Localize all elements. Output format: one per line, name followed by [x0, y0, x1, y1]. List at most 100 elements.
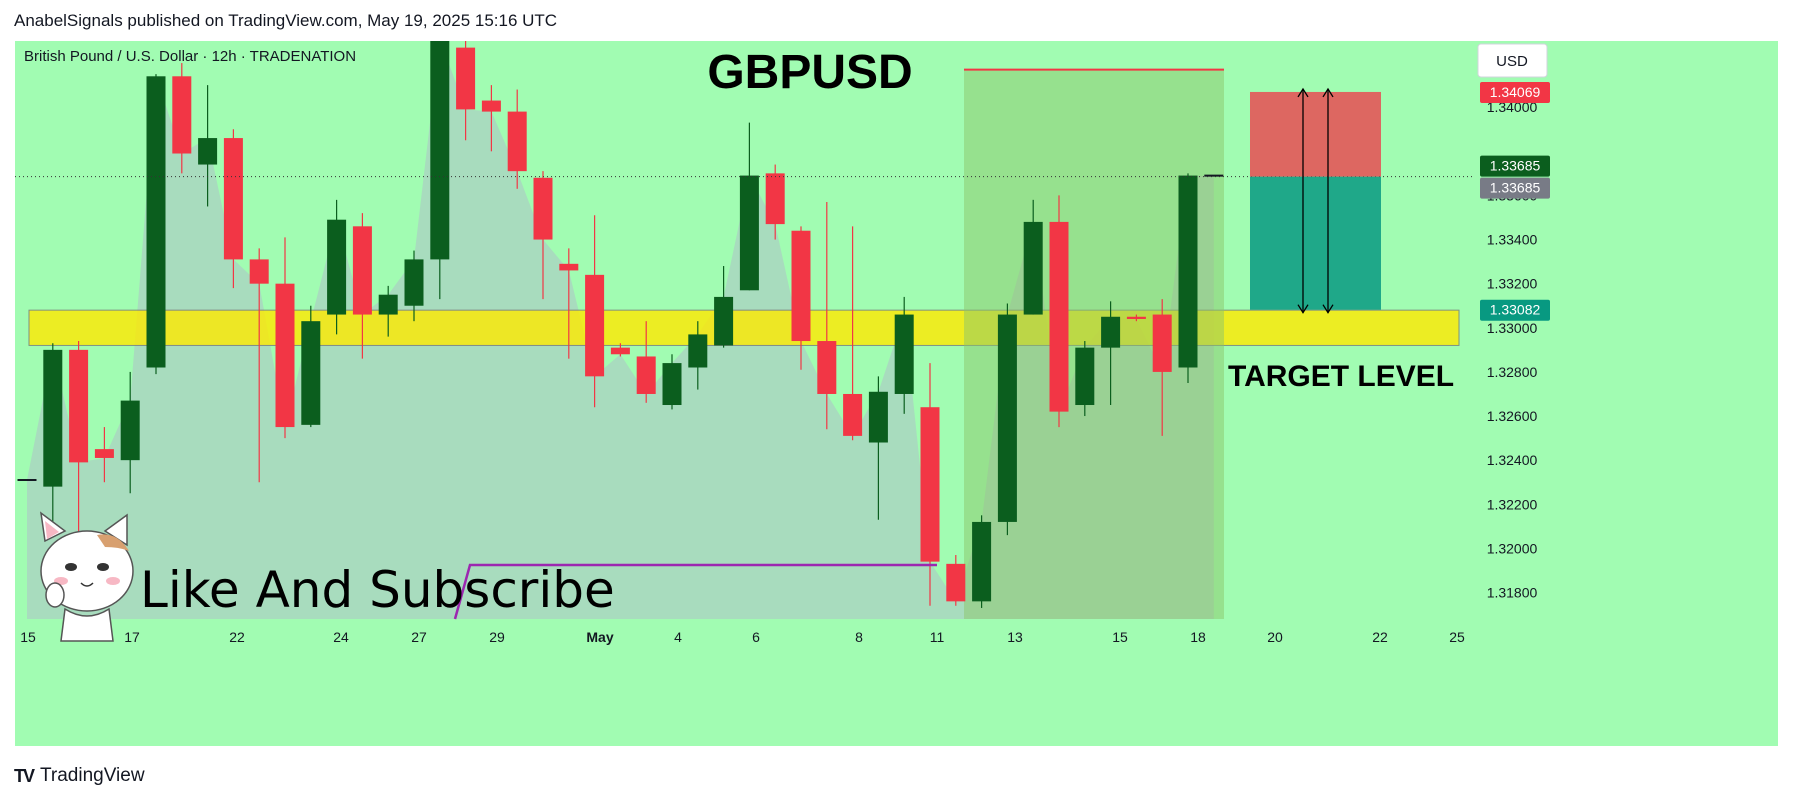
x-tick-label: 24 [333, 629, 349, 645]
symbol-line: British Pound / U.S. Dollar · 12h · TRAD… [24, 48, 356, 65]
currency-label: USD [1496, 53, 1528, 70]
candle-body [636, 356, 656, 394]
candle [120, 371, 140, 494]
candle-body [1075, 347, 1095, 406]
candle [610, 343, 630, 357]
target-level-label: TARGET LEVEL [1228, 360, 1454, 393]
candle-body [69, 349, 89, 463]
x-axis: 15 17 22 24 27 29 May 4 6 8 11 13 15 18 20 22 25 [20, 629, 1465, 645]
target-zone-band [28, 309, 1460, 346]
candle [94, 427, 114, 483]
candle [69, 341, 89, 540]
x-tick-label: 29 [489, 629, 505, 645]
arrow-head-down-icon [1322, 304, 1334, 314]
candle-body [172, 76, 192, 154]
candle [997, 303, 1017, 536]
candle-body [765, 173, 785, 225]
x-tick-label: May [586, 629, 613, 645]
candle [946, 555, 966, 606]
x-tick-label: 25 [1449, 629, 1465, 645]
chart-title: GBPUSD [707, 46, 912, 99]
candle [1023, 199, 1043, 315]
y-tick-label: 1.33200 [1487, 276, 1538, 292]
candle [481, 85, 501, 152]
price-badge: 1.33685 [1480, 177, 1550, 199]
candle [352, 213, 372, 359]
candle [585, 215, 605, 408]
x-tick-label: 4 [674, 629, 682, 645]
candle-body [404, 259, 424, 306]
candle-body [120, 400, 140, 461]
y-tick-label: 1.33000 [1487, 320, 1538, 336]
candle [688, 321, 708, 390]
currency-button[interactable]: USD [1477, 43, 1548, 78]
x-tick-label: 15 [20, 629, 36, 645]
x-tick-label: 22 [229, 629, 245, 645]
candle-body [430, 41, 450, 260]
candle [378, 285, 398, 337]
candle [43, 343, 63, 527]
chart-backdrop [27, 41, 1460, 620]
x-tick-label: 6 [752, 629, 760, 645]
candle [1101, 301, 1121, 406]
candle-body [533, 177, 553, 240]
arrow-head-up-icon [1297, 87, 1309, 98]
price-badge-value: 1.33082 [1490, 302, 1541, 318]
arrow-head-down-icon [1297, 304, 1309, 314]
y-tick-label: 1.33400 [1487, 232, 1538, 248]
candle-body [972, 521, 992, 602]
candle-body [481, 100, 501, 112]
candle-body [714, 296, 734, 346]
publisher-header: AnabelSignals published on TradingView.c… [14, 11, 558, 30]
y-tick-label: 1.34000 [1487, 99, 1538, 115]
candle-body [662, 363, 682, 406]
overlays [15, 68, 1473, 620]
cat-mascot-icon [40, 511, 134, 642]
price-badge-bg [1480, 177, 1550, 199]
candle [817, 202, 837, 430]
candle [1049, 195, 1069, 428]
candle [1152, 299, 1172, 436]
candle-body [456, 47, 476, 110]
candle [198, 85, 218, 207]
candle-body [868, 391, 888, 443]
y-axis: 1.342001.340001.336001.334001.332001.330… [1480, 55, 1550, 601]
candle [430, 41, 450, 300]
price-badge: 1.33082 [1480, 299, 1550, 321]
candle-body [301, 321, 321, 425]
y-tick-label: 1.32400 [1487, 452, 1538, 468]
candle-body [739, 175, 759, 291]
candle-body [688, 334, 708, 368]
x-tick-label: 11 [930, 629, 945, 645]
price-badge-bg [1480, 81, 1550, 103]
x-tick-label: 17 [124, 629, 140, 645]
arrow-head-up-icon [1322, 87, 1334, 98]
candle-body [1049, 221, 1069, 412]
candle [404, 250, 424, 322]
candle [868, 376, 888, 520]
candle-body [352, 226, 372, 315]
candle-body [1178, 175, 1198, 368]
candle-body [43, 349, 63, 487]
tradingview-logo-icon: TV [14, 765, 35, 786]
x-tick-label: 27 [411, 629, 427, 645]
x-tick-label: 8 [855, 629, 863, 645]
candle [791, 226, 811, 370]
position-target-zone [1250, 176, 1381, 310]
price-badge: 1.34069 [1480, 81, 1550, 103]
tradingview-brand[interactable]: TV TradingView [14, 764, 145, 788]
candle [714, 266, 734, 348]
candle-body [894, 314, 914, 394]
candle-body [559, 263, 579, 271]
x-tick-label: 13 [1007, 629, 1023, 645]
brand-name: TradingView [40, 765, 145, 786]
candle [327, 199, 347, 335]
candle [172, 63, 192, 174]
candle [972, 515, 992, 608]
candle [843, 226, 863, 441]
candle [739, 122, 759, 291]
y-tick-label: 1.32600 [1487, 408, 1538, 424]
x-tick-label: 22 [1372, 629, 1388, 645]
